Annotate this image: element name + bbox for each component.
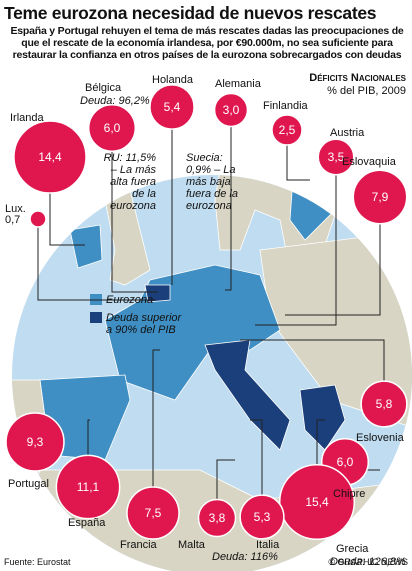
bubble xyxy=(352,169,408,225)
bubble xyxy=(13,120,87,194)
value-label: 3,0 xyxy=(223,103,240,117)
bubble xyxy=(360,380,408,428)
bubble xyxy=(317,138,355,176)
title: Teme eurozona necesidad de nuevos rescat… xyxy=(4,3,377,23)
value-label: 5,8 xyxy=(376,397,393,411)
leader-line xyxy=(152,349,160,513)
value-label: 3,5 xyxy=(328,150,345,164)
value-label: 6,0 xyxy=(104,121,121,135)
country-name: Holanda xyxy=(152,74,193,86)
value-label: 2,5 xyxy=(279,123,296,137)
bubble xyxy=(271,114,303,146)
country-name: Eslovaquia xyxy=(342,156,396,168)
legend-label: Eurozona xyxy=(106,294,154,306)
legend-swatch xyxy=(90,312,102,323)
value-label: 9,3 xyxy=(27,435,44,449)
credit: © GRAPHIC NEWS xyxy=(328,557,408,567)
key-unit: % del PIB, 2009 xyxy=(327,85,406,97)
value-label: 14,4 xyxy=(38,150,62,164)
country-name: Italia xyxy=(256,539,280,551)
leader-line xyxy=(255,157,337,326)
country-note: Deuda: 96,2% xyxy=(80,95,150,107)
leader-line xyxy=(286,130,310,181)
leader-line xyxy=(216,459,235,518)
bubble xyxy=(213,92,249,128)
belgium-shape xyxy=(144,284,171,303)
bubble xyxy=(55,454,121,520)
country-name: Bélgica xyxy=(85,82,122,94)
country-note: Deuda: 126,8% xyxy=(330,556,406,568)
country-name: Chipre xyxy=(333,488,366,500)
country-name: España xyxy=(68,517,106,529)
bubble xyxy=(197,498,237,538)
key-title: Déficits Nacionales xyxy=(309,72,406,84)
value-label: 7,5 xyxy=(145,506,162,520)
source: Fuente: Eurostat xyxy=(4,557,71,567)
uk-shape xyxy=(104,189,151,286)
country-name: Austria xyxy=(330,127,365,139)
value-label: 3,8 xyxy=(209,511,226,525)
italy-shape xyxy=(204,339,291,451)
bubble xyxy=(239,494,285,540)
subtitle: España y Portugal rehuyen el tema de más… xyxy=(10,25,404,61)
bubble xyxy=(87,103,137,153)
value-label: 5,3 xyxy=(254,510,271,524)
country-name: Portugal xyxy=(8,478,49,490)
country-name: Irlanda xyxy=(10,112,44,124)
value-label: 7,9 xyxy=(372,190,389,204)
value-label: 15,4 xyxy=(305,495,329,509)
greece-shape xyxy=(299,384,346,451)
country-name: Alemania xyxy=(215,78,261,90)
bubble xyxy=(278,463,356,541)
country-name: Francia xyxy=(120,539,157,551)
bubble xyxy=(149,84,195,130)
bubble xyxy=(5,412,65,472)
leader-line xyxy=(250,419,263,517)
annotation: RU: 11,5% – La más alta fuera de la euro… xyxy=(103,152,156,212)
value-label: 11,1 xyxy=(77,480,100,494)
country-name: Eslovenia xyxy=(356,432,404,444)
country-note: Deuda: 116% xyxy=(212,551,278,563)
country-name: Malta xyxy=(178,539,205,551)
leader-line xyxy=(111,128,158,293)
value-label: 5,4 xyxy=(164,100,181,114)
bubble xyxy=(126,486,180,540)
leader-line xyxy=(225,110,232,291)
leader-line xyxy=(37,219,155,301)
country-name: Finlandia xyxy=(263,100,308,112)
annotation: Suecia: 0,9% – La más baja fuera de la e… xyxy=(186,152,238,212)
country-name: Grecia xyxy=(336,543,369,555)
value-label: 0,7 xyxy=(5,214,20,226)
leader-line xyxy=(285,197,381,316)
bubble xyxy=(29,210,47,228)
ireland-shape xyxy=(69,224,103,269)
value-label: 6,0 xyxy=(337,455,354,469)
legend-label: Deuda superior a 90% del PIB xyxy=(106,312,182,336)
country-name: Lux. xyxy=(5,203,26,215)
